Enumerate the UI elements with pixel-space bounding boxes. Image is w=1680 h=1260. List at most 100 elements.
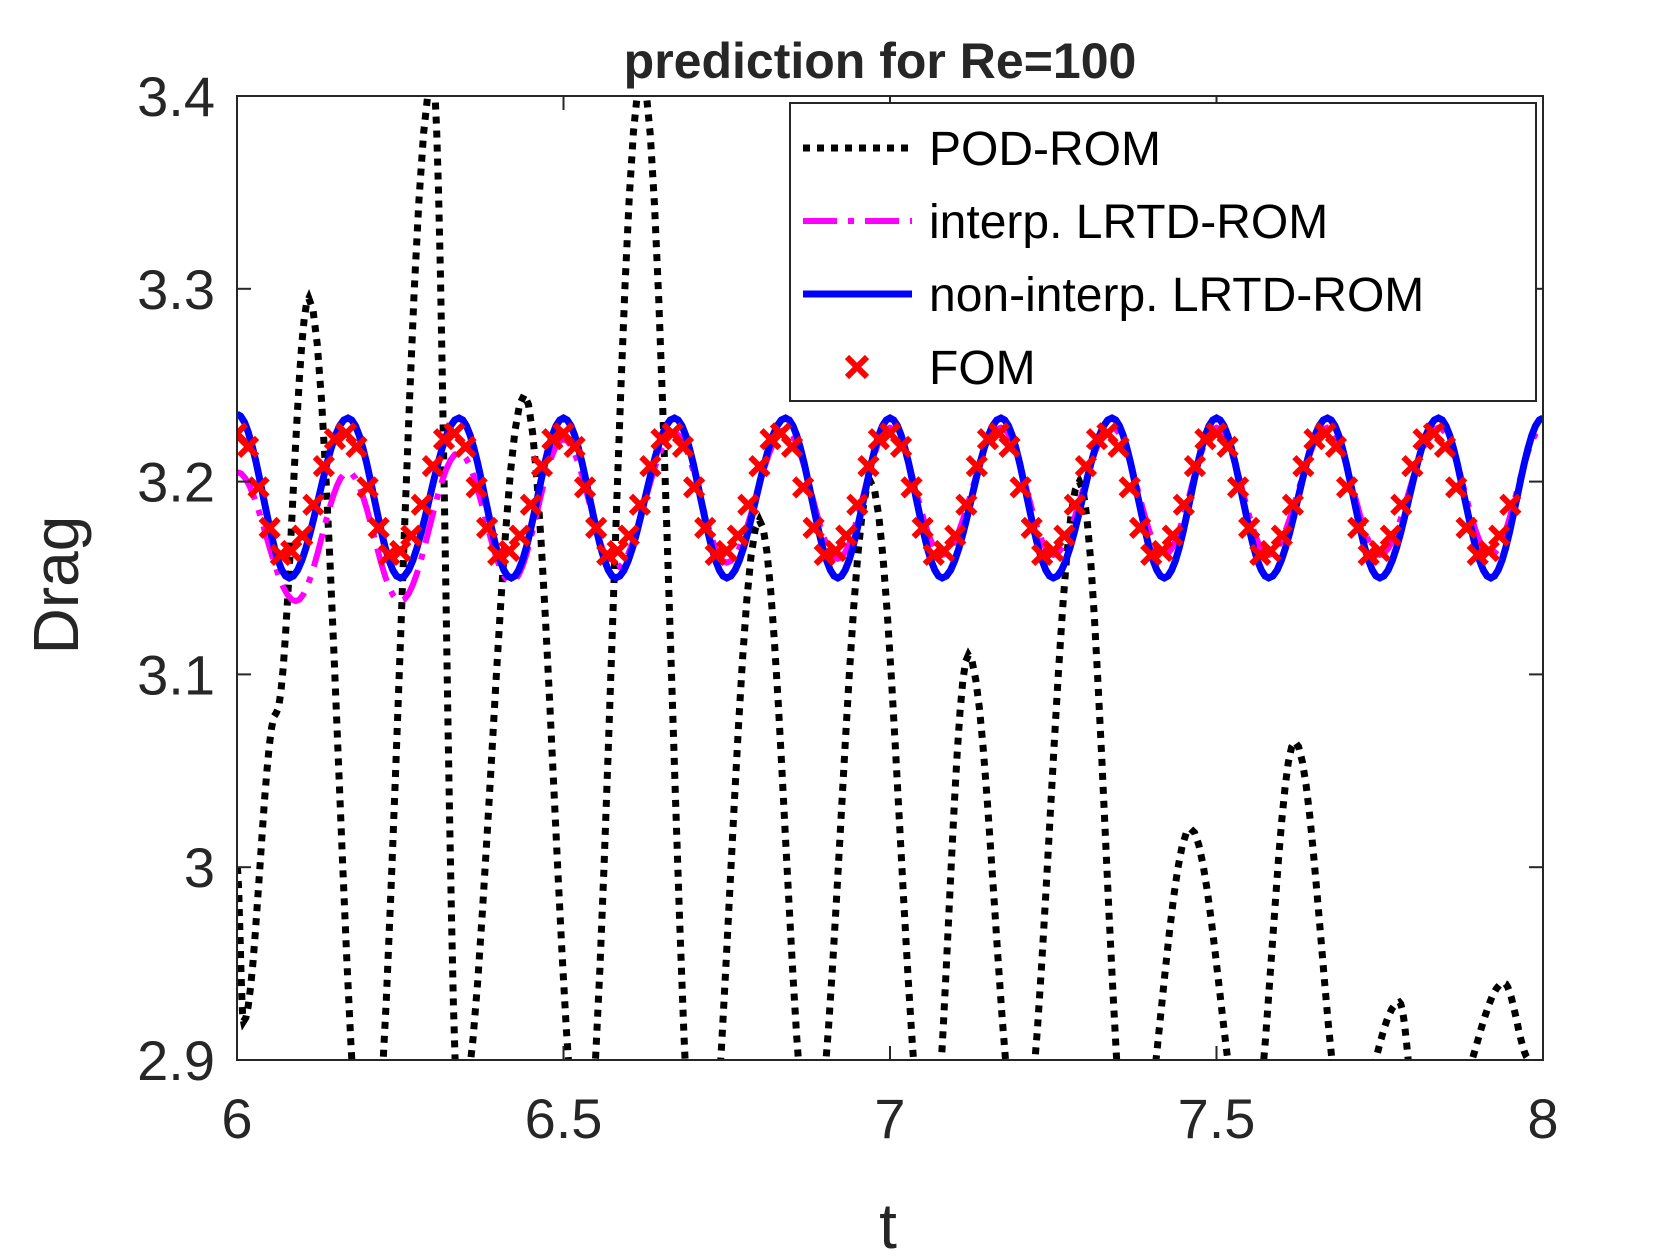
fom-data-point [1074, 455, 1098, 478]
fom-data-point [1455, 516, 1478, 539]
fom-data-point [846, 493, 869, 516]
fom-data-point [367, 516, 390, 539]
x-tick-label: 6 [221, 1087, 252, 1150]
legend-label-fom: FOM [929, 342, 1036, 395]
fom-data-point [508, 524, 531, 547]
fom-data-point [1303, 428, 1326, 451]
fom-data-point [421, 455, 445, 478]
legend-label-pod-rom: POD-ROM [929, 123, 1161, 176]
y-tick-label: 3 [184, 836, 215, 899]
fom-data-point [237, 435, 260, 459]
fom-data-point [1324, 435, 1348, 459]
fom-data-point [824, 539, 847, 563]
y-tick-label: 3.2 [137, 451, 215, 514]
fom-data-point [1183, 455, 1207, 478]
fom-data-point [1368, 539, 1391, 563]
fom-data-point [617, 524, 640, 547]
fom-data-point [475, 516, 499, 539]
legend: POD-ROM interp. LRTD-ROM non-interp. LRTD-… [789, 102, 1537, 402]
fom-data-point [356, 476, 379, 499]
fom-data-point [1063, 493, 1086, 516]
fom-data-point [1172, 493, 1195, 516]
fom-data-point [1042, 539, 1065, 563]
series-fom-markers [237, 422, 1522, 566]
fom-data-point [1390, 493, 1413, 516]
fom-data-point [323, 428, 347, 451]
fom-data-point [1259, 539, 1282, 563]
fom-data-point [911, 516, 934, 539]
fom-data-point [563, 435, 586, 459]
fom-data-point [1335, 476, 1359, 499]
fom-data-point [1401, 455, 1424, 478]
fom-data-point [737, 493, 760, 516]
fom-data-point [1477, 539, 1500, 563]
fom-data-point [965, 455, 988, 478]
x-axis-label: t [879, 1190, 897, 1260]
fom-data-point [1281, 493, 1305, 516]
fom-data-point [1292, 455, 1315, 478]
y-axis-label: Drag [20, 516, 92, 655]
fom-data-point [835, 524, 858, 547]
fom-data-point [1379, 524, 1402, 547]
fom-data-point [1238, 516, 1261, 539]
y-tick-label: 2.9 [137, 1029, 215, 1092]
fom-data-point [573, 476, 597, 499]
fom-data-point [400, 524, 423, 547]
fom-data-point [715, 539, 738, 563]
fom-data-point [302, 493, 325, 516]
fom-data-point [519, 493, 542, 516]
fom-data-point [291, 524, 314, 547]
fom-data-point [606, 539, 629, 563]
fom-data-point [1347, 516, 1370, 539]
x-tick-label: 7.5 [1178, 1087, 1256, 1150]
fom-data-point [1433, 435, 1457, 459]
fom-data-point [726, 524, 749, 547]
chart-title: prediction for Re=100 [624, 33, 1137, 89]
x-tick-label: 8 [1527, 1087, 1558, 1150]
y-tick-label: 3.4 [137, 65, 215, 128]
fom-data-point [933, 539, 956, 563]
legend-label-interp-lrtd-rom: interp. LRTD-ROM [929, 196, 1328, 249]
fom-data-point [1216, 435, 1239, 459]
fom-data-point [1128, 516, 1152, 539]
fom-data-point [802, 516, 825, 539]
y-tick-label: 3.3 [137, 258, 215, 321]
fom-data-point [650, 428, 673, 451]
fom-data-point [889, 435, 913, 459]
fom-data-point [1499, 493, 1522, 516]
fom-data-point [694, 516, 717, 539]
fom-data-point [247, 476, 270, 499]
fom-data-point [998, 435, 1021, 459]
fom-data-point [639, 455, 662, 478]
fom-data-point [1161, 524, 1184, 547]
fom-data-point [465, 476, 488, 499]
fom-data-point [1194, 428, 1217, 451]
legend-label-non-interp-lrtd-rom: non-interp. LRTD-ROM [929, 269, 1424, 322]
fom-data-point [541, 428, 564, 451]
fom-data-point [628, 493, 652, 516]
fom-data-point [1226, 476, 1250, 499]
series-non-interp-lrtd-rom-line [237, 411, 1543, 582]
fom-data-point [1053, 524, 1076, 547]
fom-data-point [1488, 524, 1511, 547]
fom-data-point [944, 524, 967, 547]
fom-data-point [1009, 476, 1032, 499]
series-pod-rom-line [237, 96, 1532, 1060]
fom-data-point [258, 516, 281, 539]
fom-data-point [780, 435, 804, 459]
fom-data-point [955, 493, 978, 516]
fom-data-point [1107, 435, 1130, 459]
y-tick-label: 3.1 [137, 643, 215, 706]
fom-data-point [389, 539, 412, 563]
fom-data-point [410, 493, 433, 516]
fom-data-point [585, 516, 608, 539]
fom-data-point [345, 435, 368, 459]
fom-data-point [1118, 476, 1141, 499]
fom-data-point [530, 455, 554, 478]
fom-data-point [857, 455, 880, 478]
fom-data-point [1020, 516, 1043, 539]
fom-data-point [682, 476, 706, 499]
fom-data-point [976, 428, 1000, 451]
fom-data-point [498, 539, 521, 563]
